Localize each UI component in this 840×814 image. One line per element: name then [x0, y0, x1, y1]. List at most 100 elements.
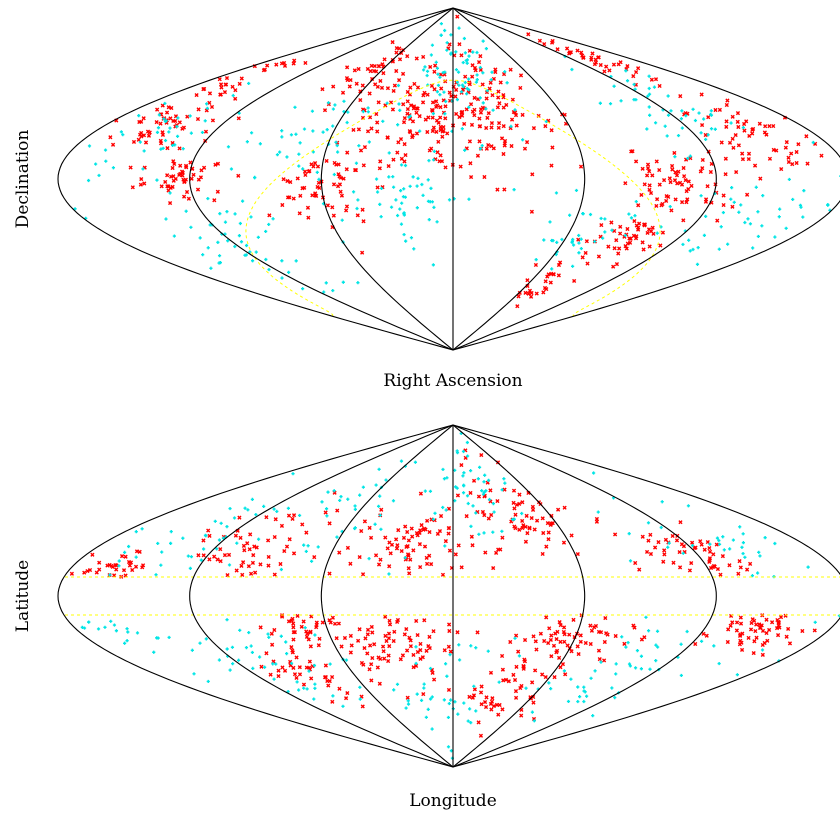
data-point [394, 198, 398, 202]
data-point [456, 70, 461, 74]
data-point [469, 534, 474, 539]
data-point [112, 623, 117, 627]
data-point [460, 113, 465, 118]
data-point [542, 638, 547, 644]
data-point [298, 141, 302, 145]
data-point [415, 206, 419, 210]
data-point [110, 142, 116, 147]
data-point [666, 94, 670, 98]
data-point [632, 82, 636, 87]
data-point [719, 140, 724, 145]
data-point [301, 287, 305, 291]
data-point [167, 635, 171, 640]
data-point [355, 213, 360, 218]
data-point [398, 657, 403, 662]
data-point [387, 622, 393, 627]
data-point [565, 643, 570, 648]
data-point [176, 116, 180, 120]
data-point [172, 234, 176, 238]
data-point [724, 119, 729, 124]
data-point [405, 99, 410, 104]
data-point [127, 544, 131, 549]
data-point [678, 94, 683, 99]
data-point [219, 85, 224, 90]
data-point [237, 81, 242, 86]
data-point [574, 188, 579, 193]
data-point [742, 121, 747, 127]
data-point [624, 246, 629, 251]
data-point [443, 662, 448, 666]
data-point [429, 107, 435, 113]
data-point [474, 511, 478, 515]
data-point [323, 663, 328, 668]
data-point [331, 84, 336, 89]
data-point [172, 161, 177, 167]
data-point [465, 494, 470, 498]
data-point [515, 304, 520, 309]
data-point [784, 634, 789, 639]
data-point [445, 48, 449, 52]
data-point [583, 250, 588, 256]
data-point [668, 204, 672, 209]
data-point [486, 111, 491, 116]
data-point [178, 163, 183, 168]
data-point [311, 150, 315, 154]
data-point [442, 648, 447, 653]
data-point [787, 177, 791, 182]
data-point [501, 151, 506, 157]
data-point [361, 219, 366, 224]
data-point [427, 529, 432, 535]
data-point [813, 620, 817, 624]
data-point [741, 551, 745, 556]
data-point [753, 628, 758, 634]
data-point [489, 125, 494, 130]
data-point [327, 521, 332, 526]
data-point [504, 102, 509, 108]
data-point [435, 66, 440, 70]
meridian-line [452, 7, 717, 351]
data-point [356, 638, 361, 643]
data-point [523, 539, 529, 544]
data-point [650, 173, 655, 178]
data-point [527, 526, 532, 531]
data-point [575, 551, 580, 557]
data-point [756, 571, 760, 575]
data-point [399, 189, 403, 193]
data-point [633, 560, 638, 566]
data-point [471, 693, 477, 698]
equatorial-meridians [57, 7, 840, 351]
data-point [225, 209, 229, 214]
data-point [342, 99, 346, 103]
data-point [401, 195, 406, 199]
data-point [155, 178, 159, 182]
data-point [578, 639, 583, 644]
data-point [395, 213, 400, 218]
data-point [462, 471, 466, 475]
data-point [343, 696, 349, 701]
data-point [425, 73, 429, 78]
data-point [549, 633, 554, 638]
data-point [426, 115, 431, 120]
data-point [152, 650, 156, 654]
data-point [590, 51, 595, 56]
data-point [336, 621, 341, 626]
data-point [491, 530, 495, 534]
data-point [784, 226, 788, 230]
data-point [478, 54, 483, 59]
data-point [603, 230, 607, 234]
data-point [502, 487, 507, 492]
data-point [374, 177, 379, 181]
data-point [237, 515, 242, 520]
data-point [459, 462, 464, 468]
data-point [362, 145, 368, 150]
data-point [420, 182, 424, 187]
data-point [351, 190, 356, 194]
data-point [356, 281, 360, 285]
data-point [436, 72, 440, 76]
data-point [306, 169, 311, 174]
data-point [485, 115, 490, 120]
data-point [489, 512, 494, 518]
data-point [373, 522, 377, 526]
data-point [291, 513, 297, 518]
data-point [123, 550, 127, 554]
